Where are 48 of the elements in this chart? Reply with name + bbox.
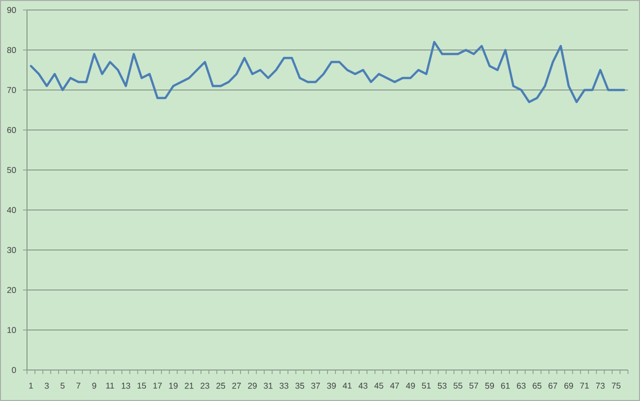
x-tick-label: 43 <box>358 382 368 389</box>
x-tick-label: 7 <box>76 382 80 389</box>
x-tick-label: 71 <box>580 382 589 389</box>
x-tick-label: 29 <box>248 382 257 389</box>
x-tick-label: 23 <box>200 382 210 389</box>
x-tick-label: 9 <box>92 382 96 389</box>
x-tick-label: 3 <box>44 382 49 389</box>
x-tick-label: 27 <box>232 382 241 389</box>
x-tick-label: 1 <box>29 382 33 389</box>
x-tick-label: 69 <box>564 382 574 389</box>
x-tick-label: 67 <box>548 382 558 389</box>
y-tick-label: 0 <box>12 367 16 374</box>
x-tick-label: 73 <box>596 382 605 389</box>
y-tick-label: 80 <box>7 47 16 54</box>
y-tick-label: 90 <box>7 7 16 14</box>
x-tick-label: 55 <box>454 382 462 389</box>
x-tick-label: 17 <box>153 382 162 389</box>
x-tick-label: 11 <box>106 382 114 389</box>
x-tick-label: 53 <box>438 382 447 389</box>
x-tick-label: 21 <box>184 382 194 389</box>
x-tick-label: 65 <box>532 382 542 389</box>
y-tick-label: 50 <box>7 167 16 174</box>
x-tick-label: 61 <box>501 382 510 389</box>
y-tick-label: 70 <box>7 87 16 94</box>
x-tick-label: 13 <box>122 382 130 389</box>
y-tick-label: 30 <box>7 247 16 254</box>
x-tick-label: 45 <box>374 382 384 389</box>
x-tick-label: 15 <box>138 382 146 389</box>
x-tick-label: 19 <box>169 382 178 389</box>
x-tick-label: 47 <box>390 382 399 389</box>
x-tick-label: 51 <box>422 382 431 389</box>
x-tick-label: 59 <box>485 382 494 389</box>
y-tick-label: 60 <box>7 127 16 134</box>
y-tick-label: 10 <box>7 327 16 334</box>
x-tick-label: 39 <box>327 382 336 389</box>
x-tick-label: 33 <box>280 382 288 389</box>
x-tick-label: 5 <box>60 382 65 389</box>
x-tick-label: 63 <box>516 382 526 389</box>
x-tick-label: 75 <box>612 382 620 389</box>
x-tick-label: 49 <box>406 382 415 389</box>
x-tick-label: 25 <box>216 382 226 389</box>
x-tick-label: 37 <box>311 382 320 389</box>
x-tick-label: 31 <box>264 382 272 389</box>
x-tick-label: 57 <box>469 382 478 389</box>
x-tick-label: 41 <box>342 382 352 389</box>
y-tick-label: 20 <box>7 287 16 294</box>
x-tick-label: 35 <box>295 382 304 389</box>
y-tick-label: 40 <box>7 207 16 214</box>
